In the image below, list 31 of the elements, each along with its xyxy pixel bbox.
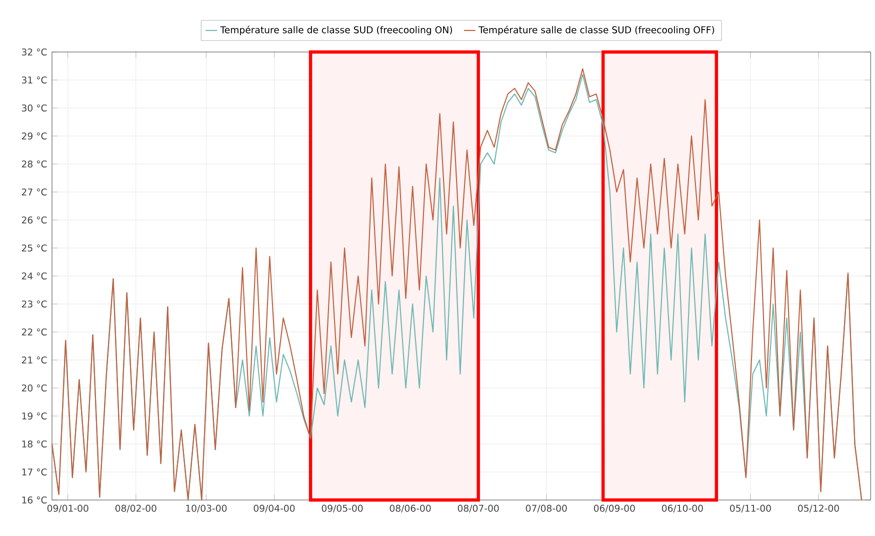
x-tick-label: 07/08-00: [526, 504, 567, 512]
y-tick-label: 26 °C: [22, 216, 47, 224]
x-tick-label: 09/05-00: [322, 504, 363, 512]
y-tick-label: 21 °C: [22, 356, 47, 364]
y-tick-label: 20 °C: [22, 384, 47, 392]
y-tick-label: 30 °C: [22, 104, 47, 112]
x-tick-label: 09/01-00: [47, 504, 88, 512]
y-tick-label: 32 °C: [22, 48, 47, 56]
legend-label: Température salle de classe SUD (freecooling ON): [220, 26, 452, 36]
x-tick-label: 05/11-00: [730, 504, 771, 512]
x-tick-label: 08/07-00: [458, 504, 499, 512]
y-tick-label: 29 °C: [22, 132, 47, 140]
y-tick-label: 16 °C: [22, 496, 47, 504]
legend-label: Température salle de classe SUD (freecooling OFF): [478, 26, 714, 36]
y-tick-label: 25 °C: [22, 244, 47, 252]
x-tick-label: 08/06-00: [390, 504, 431, 512]
y-tick-label: 17 °C: [22, 468, 47, 476]
y-tick-label: 19 °C: [22, 412, 47, 420]
x-tick-label: 06/10-00: [662, 504, 703, 512]
y-tick-label: 28 °C: [22, 160, 47, 168]
y-tick-label: 27 °C: [22, 188, 47, 196]
x-tick-label: 08/02-00: [115, 504, 156, 512]
y-tick-label: 23 °C: [22, 300, 47, 308]
y-tick-label: 31 °C: [22, 76, 47, 84]
x-tick-label: 06/09-00: [594, 504, 635, 512]
x-tick-label: 10/03-00: [186, 504, 227, 512]
x-tick-label: 05/12-00: [798, 504, 839, 512]
y-tick-label: 24 °C: [22, 272, 47, 280]
x-tick-label: 09/04-00: [254, 504, 295, 512]
y-tick-label: 22 °C: [22, 328, 47, 336]
y-tick-label: 18 °C: [22, 440, 47, 448]
